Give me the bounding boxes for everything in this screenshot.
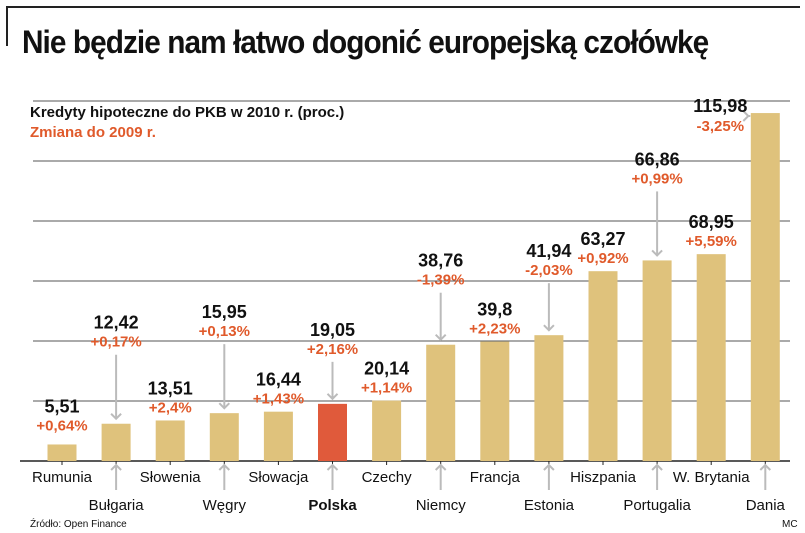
chart-subtitle: Kredyty hipoteczne do PKB w 2010 r. (pro… (30, 104, 345, 121)
bar-w-gry (209, 413, 239, 461)
change-label: -3,25% (697, 118, 745, 135)
change-label: +2,16% (307, 341, 358, 358)
change-label: +2,23% (469, 321, 520, 338)
bar-w-brytania (696, 254, 726, 461)
change-label: +0,13% (199, 323, 250, 340)
change-label: +0,17% (90, 334, 141, 351)
category-label: Polska (308, 497, 357, 514)
value-connector-arrow (651, 249, 663, 257)
value-label: 39,8 (477, 300, 512, 320)
value-label: 16,44 (256, 370, 301, 390)
bar-rumunia (47, 444, 77, 461)
bar-polska (318, 403, 347, 461)
bar-estonia (534, 335, 564, 461)
change-label: +0,99% (631, 170, 682, 187)
category-label: Słowenia (140, 469, 202, 486)
label-connector-arrow (326, 463, 339, 471)
label-connector-arrow (434, 463, 447, 471)
value-label: 13,51 (148, 378, 193, 398)
category-label: Rumunia (32, 469, 93, 486)
chart-subtitle-change: Zmiana do 2009 r. (30, 124, 156, 141)
change-label: -1,39% (417, 272, 465, 289)
author-credit: MC (782, 519, 798, 530)
bar-francja (480, 341, 510, 461)
value-label: 38,76 (418, 251, 463, 271)
value-label: 68,95 (689, 212, 734, 232)
value-connector-arrow (110, 413, 122, 421)
label-connector-arrow (759, 463, 772, 471)
value-label: 115,98 (693, 96, 747, 116)
category-label: Słowacja (248, 469, 309, 486)
change-label: +1,14% (361, 380, 412, 397)
label-connector-arrow (543, 463, 555, 471)
change-label: +0,92% (577, 250, 628, 267)
bar-dania (750, 113, 780, 461)
category-label: Niemcy (416, 497, 467, 514)
value-label: 5,51 (44, 396, 79, 416)
bar-bu-garia (101, 423, 131, 461)
category-label: Francja (470, 469, 521, 486)
frame-top-border (6, 6, 800, 8)
value-label: 19,05 (310, 320, 355, 340)
value-label: 41,94 (526, 241, 571, 261)
value-connector-arrow (742, 110, 750, 122)
label-connector-arrow (218, 463, 231, 471)
value-connector-arrow (326, 393, 339, 401)
bar-hiszpania (588, 271, 618, 461)
change-label: +1,43% (253, 391, 304, 408)
change-label: -2,03% (525, 262, 573, 279)
bar-s-owenia (155, 420, 185, 461)
value-connector-arrow (543, 324, 555, 332)
category-label: Węgry (203, 497, 247, 514)
change-label: +5,59% (686, 233, 737, 250)
value-label: 66,86 (635, 149, 680, 169)
bar-czechy (372, 400, 402, 461)
change-label: +0,64% (36, 417, 87, 434)
frame-left-border (6, 6, 8, 46)
headline: Nie będzie nam łatwo dogonić europejską … (22, 24, 709, 60)
value-label: 20,14 (364, 359, 409, 379)
category-label: Estonia (524, 497, 575, 514)
value-label: 63,27 (580, 229, 625, 249)
category-label: Czechy (362, 469, 413, 486)
value-label: 15,95 (202, 302, 247, 322)
category-label: Bułgaria (89, 497, 145, 514)
bar-s-owacja (263, 411, 293, 461)
category-label: Dania (746, 497, 786, 514)
category-label: W. Brytania (673, 469, 750, 486)
bar-niemcy (426, 344, 456, 461)
source-note: Źródło: Open Finance (30, 519, 127, 530)
value-connector-arrow (218, 402, 231, 410)
value-label: 12,42 (94, 313, 139, 333)
change-label: +2,4% (149, 399, 192, 416)
label-connector-arrow (110, 463, 122, 471)
bar-portugalia (642, 260, 672, 461)
category-label: Hiszpania (570, 469, 637, 486)
label-connector-arrow (651, 463, 663, 471)
value-connector-arrow (434, 334, 447, 342)
category-label: Portugalia (623, 497, 691, 514)
